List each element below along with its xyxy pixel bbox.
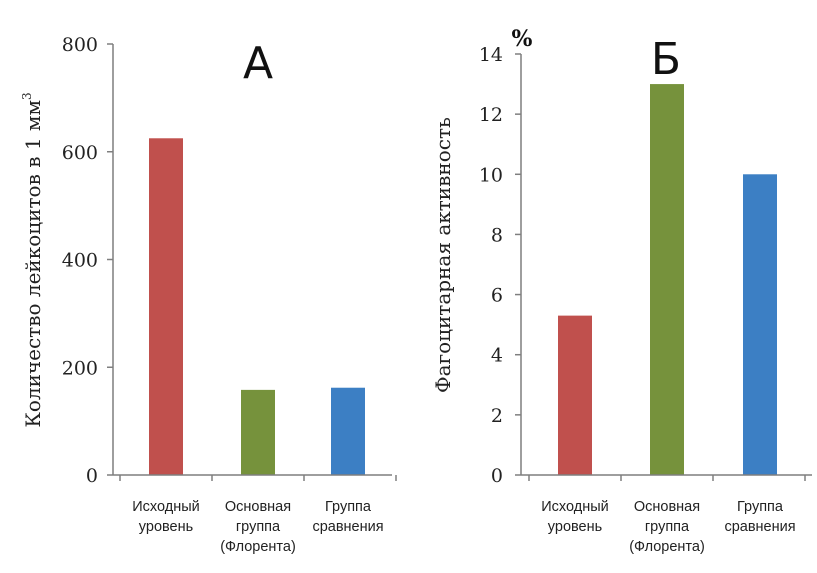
y-tick-label: 800 xyxy=(62,34,98,56)
bar-3 xyxy=(331,387,365,475)
x-category-label: Группа xyxy=(737,499,784,515)
x-category-label: Исходный xyxy=(541,499,609,515)
x-category-label: уровень xyxy=(139,519,193,535)
x-category-label: Группа xyxy=(325,499,372,515)
chart-panel-a: 0 200 400 600 800 Исходный уровень Основная груп… xyxy=(20,34,397,555)
x-category-label: сравнения xyxy=(724,519,795,535)
x-category-label: уровень xyxy=(548,519,602,535)
y-tick-label: 400 xyxy=(62,250,98,272)
x-category-label: (Флорента) xyxy=(220,539,296,555)
y-tick-label: 4 xyxy=(491,345,503,367)
bar-1 xyxy=(558,315,592,475)
y-tick-label: 2 xyxy=(491,405,503,427)
unit-label: % xyxy=(512,26,533,52)
y-axis-title-text: Количество лейкоцитов в 1 мм xyxy=(21,100,45,428)
y-tick-label: 200 xyxy=(62,357,98,379)
x-category-label: Основная xyxy=(634,499,700,515)
panel-label: Б xyxy=(651,34,681,85)
y-tick-label: 14 xyxy=(479,44,503,66)
y-axis-title: Фагоцитарная активность xyxy=(431,117,455,393)
bar-2 xyxy=(650,84,684,476)
bar-2 xyxy=(241,389,275,475)
y-tick-label: 0 xyxy=(491,465,503,487)
x-category-label: сравнения xyxy=(312,519,383,535)
y-tick-label: 0 xyxy=(86,465,98,487)
y-tick-label: 6 xyxy=(491,285,503,307)
bar-1 xyxy=(149,138,183,475)
y-tick-label: 8 xyxy=(491,224,503,246)
x-category-label: группа xyxy=(645,519,690,535)
x-category-label: группа xyxy=(236,519,281,535)
y-axis-title-text: Фагоцитарная активность xyxy=(431,117,455,393)
y-tick-label: 600 xyxy=(62,142,98,164)
y-tick-label: 12 xyxy=(479,104,503,126)
y-axis-title: Количество лейкоцитов в 1 мм3 xyxy=(20,92,45,427)
x-category-label: Исходный xyxy=(132,499,200,515)
panel-label: А xyxy=(243,38,273,89)
x-category-label: Основная xyxy=(225,499,291,515)
y-axis-title-superscript: 3 xyxy=(20,92,34,100)
chart-panel-b: 0 2 4 6 8 10 12 14 Исходный уровень Основная группа… xyxy=(431,26,812,555)
bar-3 xyxy=(743,174,777,476)
y-tick-label: 10 xyxy=(479,164,503,186)
x-category-label: (Флорента) xyxy=(629,539,705,555)
